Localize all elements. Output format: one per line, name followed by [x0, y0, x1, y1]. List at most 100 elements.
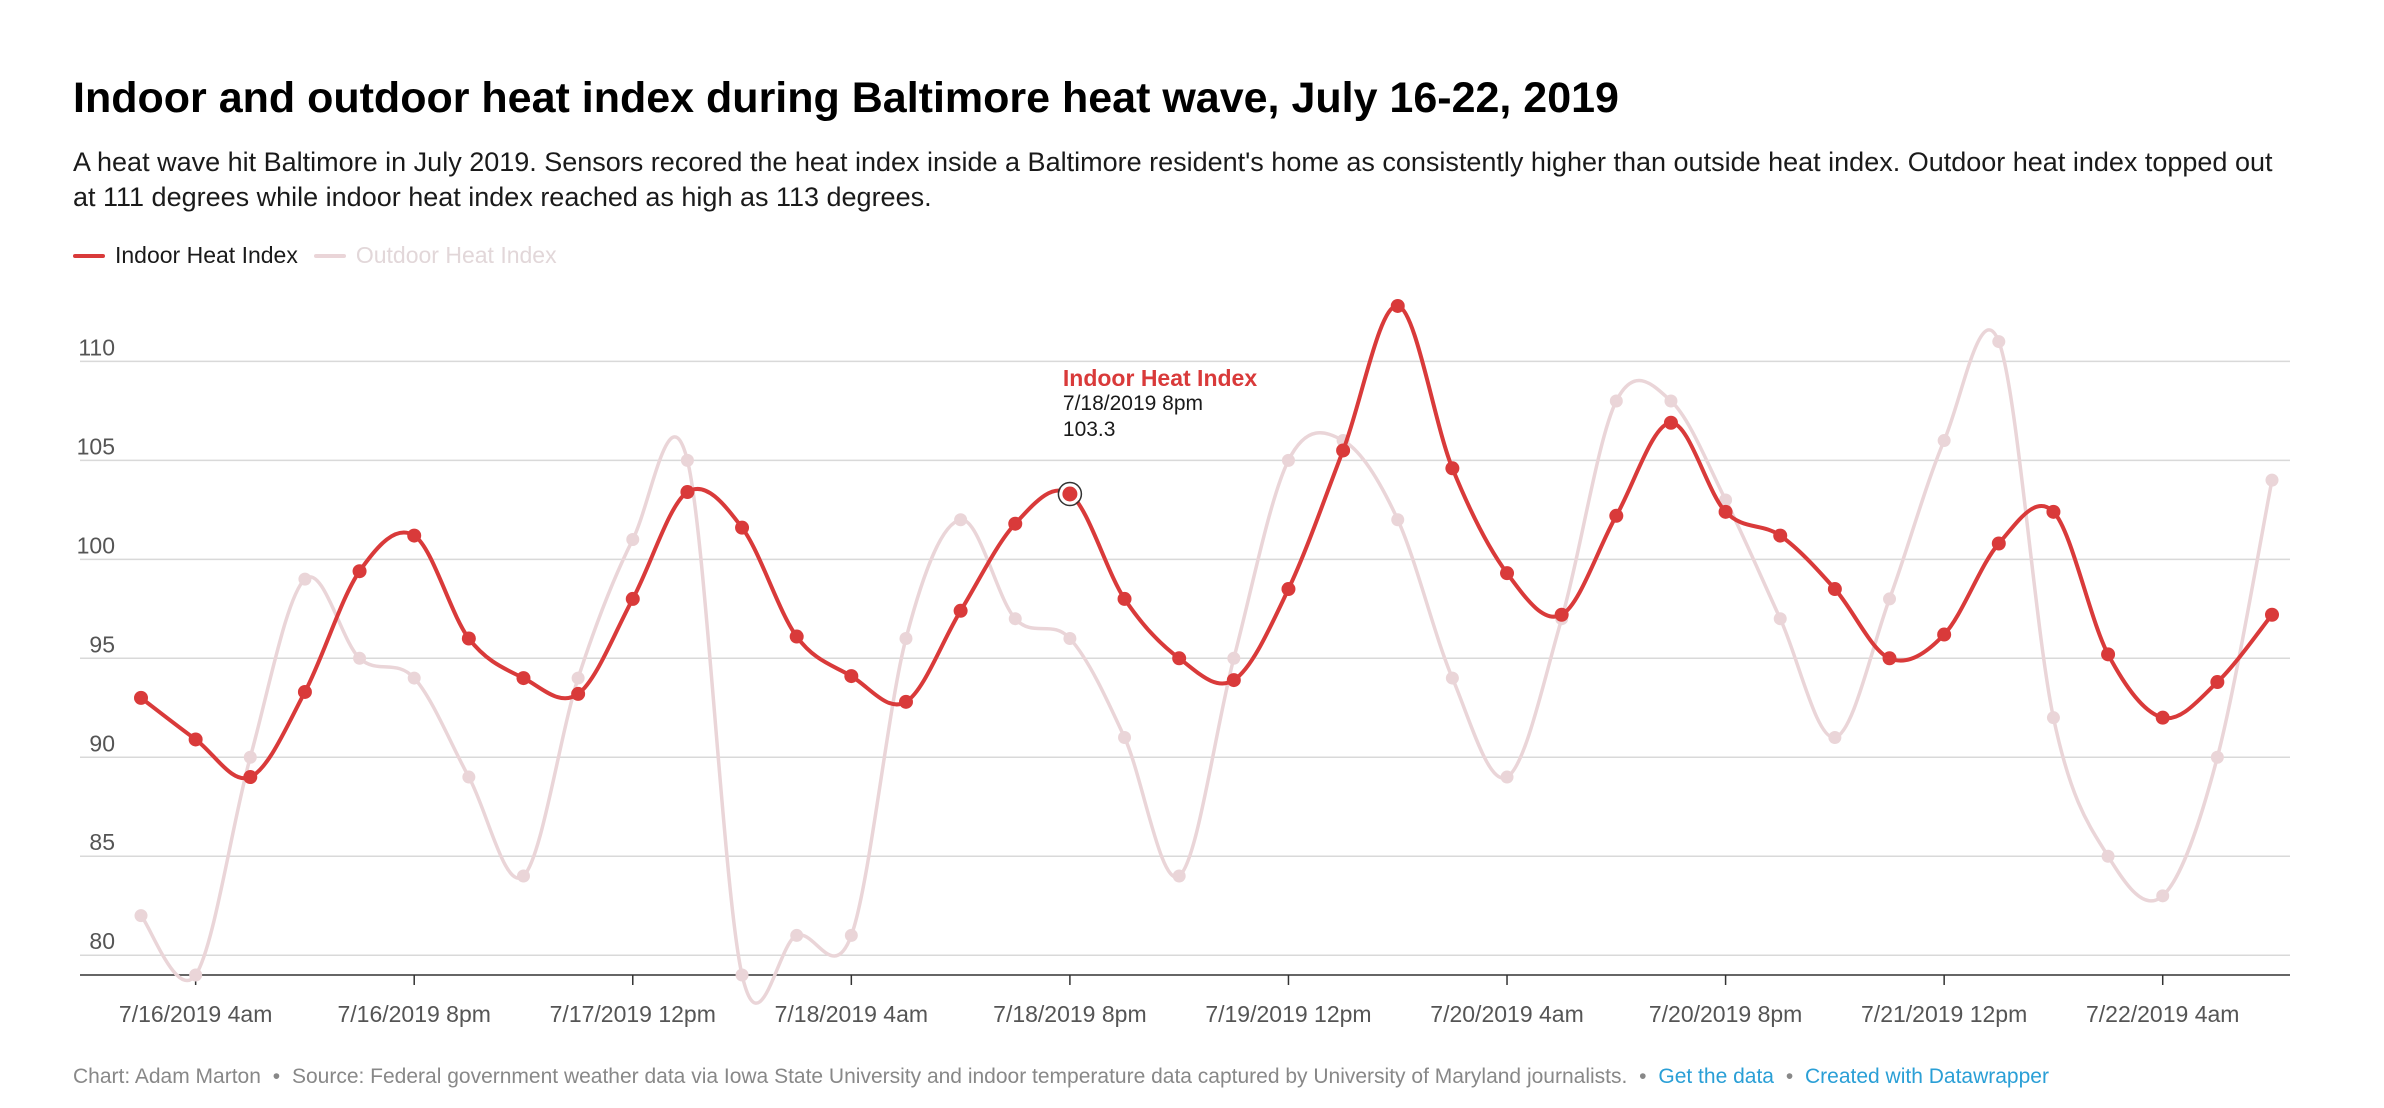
outdoor-series-point	[407, 671, 421, 685]
outdoor-series-point	[626, 533, 640, 547]
indoor-series-point	[461, 631, 476, 646]
outdoor-series-point	[1773, 612, 1787, 626]
footer-bullet: •	[272, 1065, 281, 1088]
indoor-series-point	[680, 485, 695, 500]
indoor-series-point	[352, 564, 367, 579]
indoor-series-point	[1336, 443, 1351, 458]
indoor-series-point	[1718, 504, 1733, 519]
y-tick-label: 110	[78, 334, 115, 360]
outdoor-series-point	[1937, 434, 1951, 448]
x-tick-label: 7/16/2019 8pm	[337, 1001, 490, 1027]
indoor-series-point	[1445, 461, 1460, 476]
legend-item-outdoor[interactable]: Outdoor Heat Index	[313, 242, 557, 269]
outdoor-series-point	[2265, 473, 2279, 487]
indoor-series-point	[1773, 528, 1788, 543]
tooltip: Indoor Heat Index 7/18/2019 8pm 103.3	[1063, 365, 1257, 443]
legend-item-indoor[interactable]: Indoor Heat Index	[73, 242, 298, 269]
outdoor-series-point	[462, 770, 476, 784]
outdoor-series-point	[790, 928, 804, 942]
indoor-series-point	[1937, 627, 1952, 642]
indoor-series-point	[2265, 607, 2279, 622]
x-tick-label: 7/16/2019 4am	[119, 1001, 272, 1027]
outdoor-series-point	[1719, 493, 1733, 507]
indoor-series-point	[134, 690, 148, 705]
x-tick-label: 7/20/2019 4am	[1430, 1001, 1583, 1027]
outdoor-series-point	[571, 671, 585, 685]
x-tick-label: 7/17/2019 12pm	[550, 1001, 716, 1027]
indoor-series-point	[243, 770, 258, 785]
y-tick-label: 90	[89, 730, 115, 756]
legend-label-indoor: Indoor Heat Index	[115, 242, 298, 268]
outdoor-series-point	[189, 968, 203, 982]
outdoor-series-point	[2156, 889, 2170, 903]
indoor-series-point	[2155, 710, 2170, 725]
y-tick-label: 80	[89, 928, 115, 954]
tooltip-series: Indoor Heat Index	[1062, 365, 1258, 391]
outdoor-series-point	[1118, 730, 1132, 744]
outdoor-series-point	[2101, 849, 2115, 863]
indoor-series-point	[735, 520, 750, 535]
indoor-series-point	[407, 528, 422, 543]
outdoor-series-point	[1500, 770, 1514, 784]
indoor-series-point	[571, 686, 586, 701]
outdoor-series-point	[735, 968, 749, 982]
x-tick-label: 7/19/2019 12pm	[1205, 1001, 1371, 1027]
indoor-series-point	[1500, 566, 1515, 581]
outdoor-series-point	[1609, 394, 1623, 408]
indoor-series-point	[1281, 582, 1296, 597]
highlighted-point	[1059, 483, 1081, 505]
outdoor-series-point	[516, 869, 530, 883]
outdoor-series-point	[1992, 335, 2006, 349]
indoor-series-point	[844, 669, 859, 684]
x-tick-label: 7/18/2019 4am	[775, 1001, 928, 1027]
indoor-series-point	[1008, 516, 1023, 531]
footer: Chart: Adam Marton • Source: Federal gov…	[73, 1065, 2049, 1089]
indoor-series-point	[1991, 536, 2006, 551]
outdoor-series-point	[1281, 453, 1295, 467]
outdoor-series-point	[1883, 592, 1897, 606]
datawrapper-link[interactable]: Created with Datawrapper	[1805, 1065, 2049, 1088]
x-tick-label: 7/22/2019 4am	[2086, 1001, 2239, 1027]
indoor-series-point	[1827, 582, 1842, 597]
indoor-series-point	[625, 591, 640, 606]
x-tick-label: 7/21/2019 12pm	[1861, 1001, 2027, 1027]
y-tick-label: 105	[77, 433, 115, 459]
outdoor-series-point	[298, 572, 312, 586]
chart-subtitle: A heat wave hit Baltimore in July 2019. …	[73, 147, 2273, 212]
indoor-series-point	[1172, 651, 1187, 666]
outdoor-series-point	[1172, 869, 1186, 883]
legend-label-outdoor: Outdoor Heat Index	[355, 242, 557, 268]
outdoor-series-point	[844, 928, 858, 942]
outdoor-series-point	[1008, 612, 1022, 626]
outdoor-series-point	[353, 651, 367, 665]
y-tick-label: 100	[77, 532, 115, 558]
footer-bullet: •	[1785, 1065, 1794, 1088]
outdoor-series-point	[1445, 671, 1459, 685]
outdoor-series-point	[1664, 394, 1678, 408]
indoor-series-point	[1663, 415, 1678, 430]
y-tick-label: 95	[89, 631, 115, 657]
indoor-series-point	[1609, 508, 1624, 523]
indoor-series-point	[1390, 298, 1405, 313]
x-tick-label: 7/20/2019 8pm	[1649, 1001, 1802, 1027]
outdoor-series-point	[954, 513, 968, 527]
footer-bullet: •	[1639, 1065, 1647, 1088]
footer-source: Source: Federal government weather data …	[291, 1065, 1628, 1088]
highlighted-point-ring	[1057, 481, 1083, 507]
legend-swatch-outdoor	[313, 253, 346, 258]
indoor-series-point	[2046, 504, 2061, 519]
indoor-series-point	[1882, 651, 1897, 666]
indoor-series-point	[898, 694, 913, 709]
chart-title: Indoor and outdoor heat index during Bal…	[73, 74, 1619, 122]
get-data-link[interactable]: Get the data	[1658, 1065, 1774, 1088]
outdoor-series-point	[1227, 651, 1241, 665]
tooltip-value: 103.3	[1062, 418, 1116, 441]
outdoor-series-point	[680, 453, 694, 467]
tooltip-x: 7/18/2019 8pm	[1062, 392, 1203, 415]
outdoor-series-point	[134, 909, 148, 923]
indoor-series-point	[188, 732, 203, 747]
indoor-series-point	[953, 603, 968, 618]
indoor-series-point	[1226, 673, 1241, 688]
